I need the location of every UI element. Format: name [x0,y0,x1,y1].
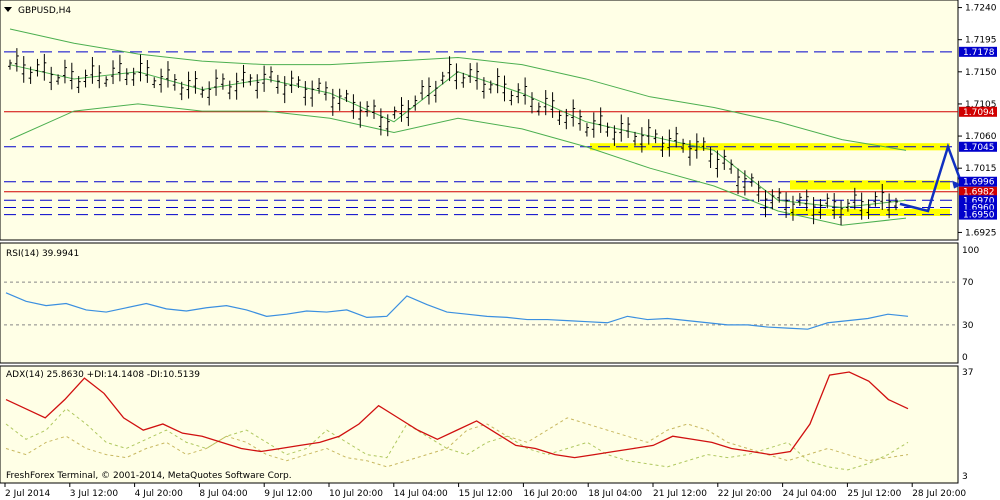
price-tick-label: 1.7060 [965,132,997,142]
level-tag-box [959,186,997,197]
time-axis: 2 Jul 2014 3 Jul 12:00 4 Jul 20:00 8 Jul 04… [4,483,966,499]
minus-di-line [5,417,909,468]
adx-panel [0,365,959,484]
level-tag-label: 1.7178 [963,48,995,58]
price-tick-label: 1.7015 [965,164,997,174]
time-tick-label: 2 Jul 2014 [5,489,50,499]
level-tag-box [959,209,997,220]
adx-label: ADX(14) 25.8630 +DI:14.1408 -DI:10.5139 [6,370,200,380]
plus-di-line [5,408,909,471]
price-tick-label: 1.7195 [965,36,997,46]
price-tick-label: 1.6925 [965,228,997,238]
time-tick-label: 3 Jul 12:00 [70,489,119,499]
price-tick-label: 1.7150 [965,68,997,78]
rsi-layer [4,281,958,330]
adx-tick-label: 37 [962,368,973,378]
level-tag-label: 1.7094 [963,108,995,118]
level-tag-label: 1.6982 [963,188,995,198]
price-tick-label: 1.7240 [965,4,997,14]
rsi-line [5,292,909,330]
price-layer [4,28,964,226]
level-tag-label: 1.6996 [963,178,995,188]
level-tag-label: 1.6960 [963,203,995,213]
level-tag-label: 1.7045 [963,143,995,153]
time-tick-label: 10 Jul 20:00 [329,489,383,499]
time-tick-label: 28 Jul 20:00 [912,489,966,499]
time-tick-label: 16 Jul 20:00 [523,489,577,499]
symbol-label: GBPUSD,H4 [18,6,71,16]
rsi-tick-label: 100 [962,246,979,256]
rsi-axis: 100 70 30 0 [962,246,979,363]
price-axis: 1.7240 1.7195 1.7150 1.7105 1.7060 1.7015 1.69… [958,4,997,238]
adx-layer [5,371,909,471]
rsi-tick-label: 30 [962,321,974,331]
price-series-line [9,28,907,151]
level-tag-box [959,141,997,152]
level-tag-label: 1.6970 [963,196,995,206]
price-series-line [9,103,907,226]
support-resistance-zone [790,180,950,190]
symbol-dropdown-icon[interactable] [4,7,12,12]
time-tick-label: 24 Jul 04:00 [783,489,837,499]
time-tick-label: 22 Jul 20:00 [718,489,772,499]
time-tick-label: 9 Jul 12:00 [264,489,313,499]
rsi-panel [0,242,959,364]
time-tick-label: 21 Jul 12:00 [653,489,707,499]
time-tick-label: 25 Jul 12:00 [847,489,901,499]
level-tag-box [959,106,997,117]
level-tag-box [959,195,997,206]
support-resistance-zone [790,208,950,217]
level-tag-box [959,46,997,57]
level-tag-box [959,176,997,187]
price-tick-label: 1.7105 [965,100,997,110]
copyright: FreshForex Terminal, © 2001-2014, MetaQu… [6,471,292,481]
forecast-arrow [899,142,964,213]
rsi-tick-label: 70 [962,278,974,288]
adx-line [5,371,909,459]
rsi-tick-label: 0 [962,353,968,363]
time-tick-label: 15 Jul 12:00 [459,489,513,499]
adx-axis: 37 3 [962,368,973,482]
level-tag-box [959,202,997,213]
time-tick-label: 8 Jul 04:00 [199,489,248,499]
level-tag-label: 1.6950 [963,211,995,221]
time-tick-label: 4 Jul 20:00 [135,489,184,499]
time-tick-label: 14 Jul 04:00 [394,489,448,499]
forecast-arrowhead [952,180,962,189]
rsi-label: RSI(14) 39.9941 [6,249,79,259]
time-tick-label: 18 Jul 04:00 [588,489,642,499]
adx-tick-label: 3 [962,472,968,482]
